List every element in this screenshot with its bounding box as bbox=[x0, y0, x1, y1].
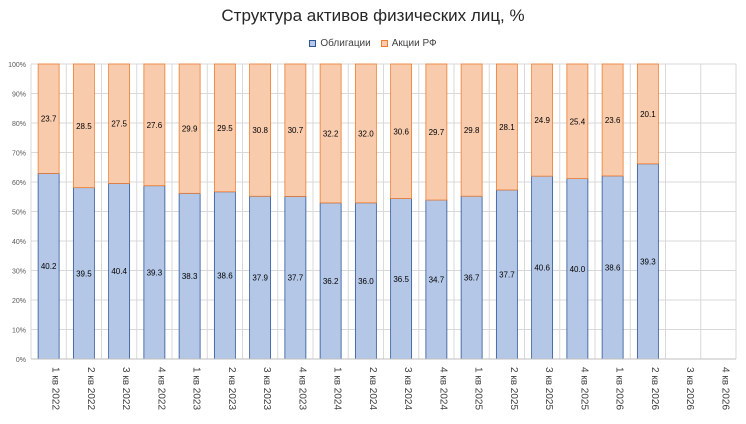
data-label-bonds: 39.5 bbox=[76, 269, 92, 278]
bar-segment-stocks bbox=[531, 63, 554, 177]
bar-segment-stocks bbox=[143, 63, 166, 187]
legend-entry-stocks: Акции РФ bbox=[380, 38, 437, 49]
data-label-bonds: 39.3 bbox=[147, 268, 163, 277]
legend-swatch-stocks bbox=[380, 40, 388, 47]
legend-label-stocks: Акции РФ bbox=[391, 38, 437, 49]
data-label-bonds: 40.4 bbox=[111, 267, 127, 276]
data-label-stocks: 29.5 bbox=[217, 124, 233, 133]
x-tick-label: 4 кв 2024 bbox=[437, 367, 448, 410]
bar-segment-stocks bbox=[390, 63, 413, 199]
bar-segment-stocks bbox=[425, 63, 448, 201]
x-tick-label: 1 кв 2024 bbox=[332, 367, 343, 410]
bar-segment-stocks bbox=[108, 63, 131, 184]
x-tick-label: 2 кв 2022 bbox=[85, 367, 96, 410]
y-tick-label: 50% bbox=[12, 210, 26, 217]
y-tick-label: 30% bbox=[12, 269, 26, 276]
x-tick-label: 4 кв 2022 bbox=[155, 367, 166, 410]
data-label-bonds: 40.6 bbox=[534, 264, 550, 273]
data-label-stocks: 30.6 bbox=[393, 127, 409, 136]
x-tick-label: 4 кв 2023 bbox=[296, 367, 307, 410]
chart-title: Структура активов физических лиц, % bbox=[221, 6, 525, 25]
x-tick-label: 1 кв 2026 bbox=[614, 367, 625, 410]
data-label-stocks: 30.8 bbox=[252, 126, 268, 135]
x-tick-label: 1 кв 2025 bbox=[473, 367, 484, 410]
y-tick-label: 70% bbox=[12, 151, 26, 158]
bar-segment-stocks bbox=[72, 63, 95, 189]
legend-swatch-bonds bbox=[309, 40, 317, 47]
data-label-bonds: 38.6 bbox=[605, 263, 621, 272]
data-label-bonds: 40.0 bbox=[570, 265, 586, 274]
data-label-bonds: 37.7 bbox=[499, 270, 515, 279]
bar-segment-stocks bbox=[460, 63, 483, 197]
data-label-stocks: 30.7 bbox=[288, 126, 304, 135]
x-tick-label: 2 кв 2023 bbox=[226, 367, 237, 410]
x-tick-label: 3 кв 2023 bbox=[261, 367, 272, 410]
data-label-stocks: 27.6 bbox=[147, 121, 163, 130]
x-tick-label: 3 кв 2022 bbox=[120, 367, 131, 410]
data-label-stocks: 27.5 bbox=[111, 120, 127, 129]
data-label-bonds: 36.5 bbox=[393, 275, 409, 284]
x-tick-label: 2 кв 2024 bbox=[367, 367, 378, 410]
y-tick-label: 40% bbox=[12, 239, 26, 246]
data-label-bonds: 37.7 bbox=[288, 274, 304, 283]
y-tick-label: 0% bbox=[16, 357, 26, 364]
data-label-bonds: 38.3 bbox=[182, 272, 198, 281]
x-tick-label: 2 кв 2026 bbox=[649, 367, 660, 410]
y-tick-label: 80% bbox=[12, 121, 26, 128]
bar-segment-stocks bbox=[37, 63, 60, 174]
y-tick-label: 100% bbox=[8, 62, 26, 69]
data-label-stocks: 23.7 bbox=[41, 115, 57, 124]
legend-label-bonds: Облигации bbox=[320, 38, 371, 49]
data-label-bonds: 40.2 bbox=[41, 262, 57, 271]
data-label-stocks: 20.1 bbox=[640, 110, 656, 119]
bar-segment-stocks bbox=[566, 63, 589, 179]
data-label-stocks: 25.4 bbox=[570, 117, 586, 126]
data-label-stocks: 29.7 bbox=[429, 128, 445, 137]
data-label-bonds: 36.7 bbox=[464, 274, 480, 283]
data-label-stocks: 28.1 bbox=[499, 123, 515, 132]
x-tick-label: 4 кв 2025 bbox=[578, 367, 589, 410]
data-label-stocks: 32.2 bbox=[323, 129, 339, 138]
x-tick-label: 3 кв 2025 bbox=[543, 367, 554, 410]
bar-segment-stocks bbox=[249, 63, 272, 197]
x-tick-label: 3 кв 2024 bbox=[402, 367, 413, 410]
data-label-bonds: 36.0 bbox=[358, 277, 374, 286]
data-label-bonds: 38.6 bbox=[217, 271, 233, 280]
x-tick-label: 2 кв 2025 bbox=[508, 367, 519, 410]
data-label-stocks: 24.9 bbox=[534, 116, 550, 125]
data-label-stocks: 23.6 bbox=[605, 116, 621, 125]
bar-segment-stocks bbox=[284, 63, 307, 197]
y-tick-label: 20% bbox=[12, 298, 26, 305]
x-tick-label: 1 кв 2023 bbox=[191, 367, 202, 410]
data-label-stocks: 28.5 bbox=[76, 122, 92, 131]
bar-segment-stocks bbox=[601, 63, 624, 177]
legend-entry-bonds: Облигации bbox=[309, 38, 371, 49]
data-label-stocks: 29.8 bbox=[464, 126, 480, 135]
data-label-bonds: 36.2 bbox=[323, 277, 339, 286]
bar-segment-stocks bbox=[213, 63, 236, 193]
y-tick-label: 10% bbox=[12, 328, 26, 335]
y-tick-label: 90% bbox=[12, 92, 26, 99]
bar-segment-stocks bbox=[495, 63, 518, 191]
data-label-bonds: 37.9 bbox=[252, 274, 268, 283]
bar-segment-stocks bbox=[178, 63, 201, 194]
data-label-stocks: 32.0 bbox=[358, 129, 374, 138]
x-tick-label: 1 кв 2022 bbox=[50, 367, 61, 410]
bar-segment-stocks bbox=[636, 63, 659, 165]
bar-segment-stocks bbox=[354, 63, 377, 204]
bar-segment-stocks bbox=[319, 63, 342, 204]
x-tick-label: 4 кв 2026 bbox=[719, 367, 730, 410]
data-label-stocks: 29.9 bbox=[182, 125, 198, 134]
data-label-bonds: 34.7 bbox=[429, 276, 445, 285]
x-tick-label: 3 кв 2026 bbox=[684, 367, 695, 410]
y-tick-label: 60% bbox=[12, 180, 26, 187]
data-label-bonds: 39.3 bbox=[640, 257, 656, 266]
legend: Облигации Акции РФ bbox=[0, 38, 746, 49]
